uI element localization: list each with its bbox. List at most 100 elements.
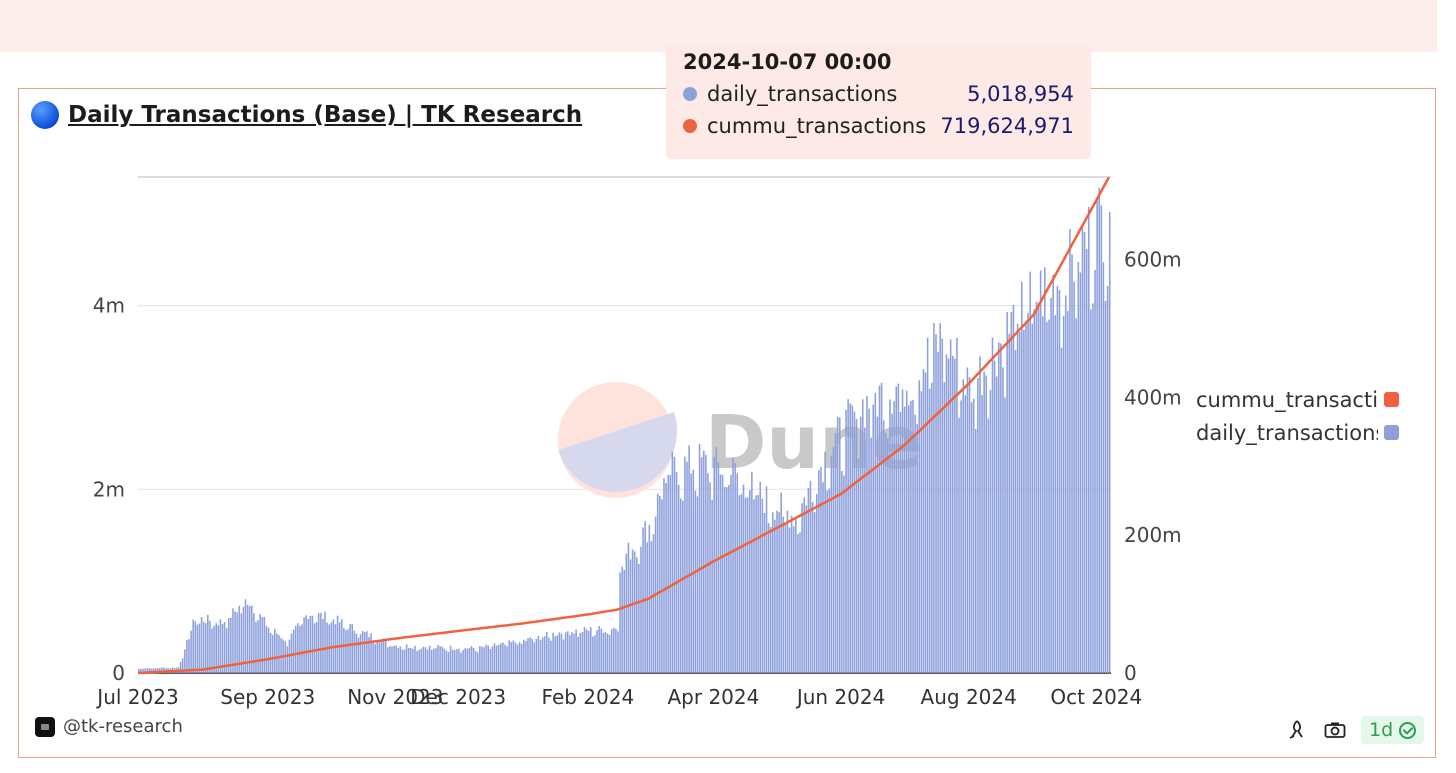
author-link[interactable]: @tk-research — [35, 716, 183, 737]
daily-bar — [1083, 232, 1086, 673]
daily-bar — [267, 627, 270, 673]
daily-bar — [585, 629, 588, 673]
daily-bar — [426, 649, 429, 673]
daily-bar — [158, 668, 161, 673]
daily-bar — [420, 648, 423, 673]
daily-bar — [725, 487, 728, 673]
daily-bar — [430, 649, 433, 673]
daily-bar — [150, 668, 153, 673]
author-handle[interactable]: @tk-research — [63, 716, 183, 737]
daily-bar — [617, 631, 619, 673]
tooltip-series-name: cummu_transactions — [707, 114, 927, 138]
daily-bar — [972, 398, 975, 673]
daily-bar — [1021, 281, 1023, 673]
legend-label[interactable]: cummu_transactions — [1196, 387, 1378, 412]
legend-swatch — [1384, 392, 1399, 407]
legend-item-cummu[interactable]: cummu_transactions — [1196, 383, 1406, 416]
daily-bar — [558, 632, 561, 673]
daily-bar — [487, 645, 490, 673]
daily-bar — [897, 383, 900, 673]
daily-bar — [966, 367, 969, 673]
daily-bar — [656, 493, 659, 673]
daily-bar — [633, 551, 636, 673]
daily-bar — [713, 457, 715, 673]
daily-bar — [518, 641, 521, 673]
daily-bar — [286, 646, 289, 673]
daily-bar — [474, 650, 477, 673]
camera-icon[interactable] — [1323, 718, 1347, 742]
daily-bar — [600, 628, 603, 673]
daily-bar — [663, 478, 665, 673]
daily-bar — [868, 408, 870, 673]
daily-bar — [1075, 318, 1077, 673]
daily-bar — [491, 646, 494, 673]
daily-bar — [502, 642, 504, 673]
daily-bar — [464, 648, 466, 673]
daily-bar — [223, 622, 226, 673]
daily-bar — [562, 639, 565, 673]
daily-bar — [629, 559, 632, 673]
daily-bar — [338, 622, 341, 673]
daily-bar — [361, 630, 364, 673]
daily-bar — [483, 647, 485, 673]
daily-bar — [592, 636, 594, 673]
legend-label[interactable]: daily_transactions — [1196, 420, 1378, 445]
chart-title[interactable]: Daily Transactions (Base) | TK Research — [31, 101, 582, 129]
daily-bar — [263, 616, 266, 673]
daily-bar — [822, 482, 824, 673]
tooltip-series-value: 5,018,954 — [967, 82, 1074, 106]
daily-bar — [790, 515, 793, 673]
daily-bar — [583, 626, 586, 673]
daily-bar — [751, 471, 753, 673]
daily-bar — [161, 667, 163, 673]
daily-bar — [227, 618, 230, 673]
daily-bar — [880, 382, 883, 673]
daily-bar — [418, 649, 420, 673]
daily-bar — [259, 613, 261, 673]
daily-bar — [359, 634, 362, 673]
daily-bar — [730, 474, 732, 673]
daily-bar — [910, 400, 912, 673]
daily-bar — [138, 668, 140, 673]
daily-bar — [594, 635, 596, 673]
daily-bar — [757, 494, 759, 673]
x-tick-label: Oct 2024 — [1050, 685, 1142, 709]
daily-bar — [416, 651, 418, 673]
daily-bar — [481, 646, 483, 673]
daily-bar — [292, 629, 295, 673]
fork-icon[interactable] — [1285, 718, 1309, 742]
daily-bar — [734, 463, 736, 673]
daily-bar — [437, 645, 439, 673]
daily-bar — [870, 437, 872, 673]
daily-bar — [849, 403, 852, 673]
daily-bar — [460, 652, 462, 673]
daily-bar — [315, 621, 318, 673]
chart-title-text[interactable]: Daily Transactions (Base) | TK Research — [68, 102, 583, 128]
daily-bar — [887, 438, 889, 673]
daily-bar — [882, 420, 885, 673]
daily-bar — [508, 640, 510, 673]
daily-bar — [899, 411, 902, 673]
daily-bar — [962, 379, 965, 673]
daily-bar — [1064, 295, 1067, 673]
daily-bar — [148, 668, 151, 673]
daily-bar — [627, 542, 630, 673]
daily-bar — [1016, 323, 1019, 673]
daily-bar — [774, 519, 776, 673]
daily-bar — [152, 668, 155, 673]
daily-bar — [866, 395, 868, 673]
daily-bar — [269, 633, 272, 673]
daily-bar — [514, 642, 517, 673]
refresh-badge[interactable]: 1d — [1361, 716, 1425, 744]
legend-item-daily[interactable]: daily_transactions — [1196, 416, 1406, 449]
daily-bar — [920, 391, 923, 673]
daily-bar — [644, 521, 646, 673]
daily-bar — [479, 645, 481, 673]
daily-bar — [951, 355, 954, 673]
daily-bar — [382, 638, 385, 673]
daily-bar — [834, 433, 837, 673]
daily-bar — [778, 512, 780, 673]
blue-circle-icon — [31, 101, 59, 129]
daily-bar — [443, 648, 446, 673]
